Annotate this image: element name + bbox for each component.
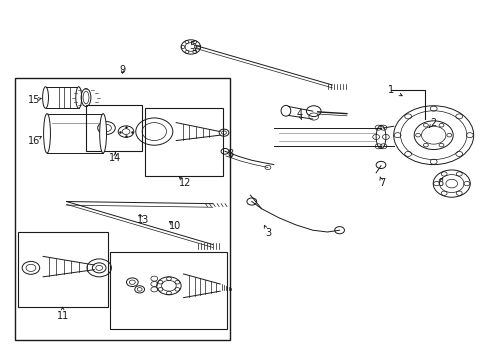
Ellipse shape (43, 114, 50, 153)
Text: 4: 4 (296, 109, 302, 120)
Bar (15, 78, 229, 339)
Text: 8: 8 (227, 149, 233, 159)
Ellipse shape (76, 87, 81, 108)
Text: 15: 15 (28, 95, 40, 105)
Ellipse shape (100, 114, 106, 153)
Text: 11: 11 (57, 311, 69, 321)
Text: 7: 7 (378, 177, 385, 188)
Bar (18, 232, 108, 307)
Bar (110, 252, 227, 329)
Bar (86, 105, 142, 151)
Text: 13: 13 (137, 215, 149, 225)
Bar (144, 108, 222, 176)
Text: 3: 3 (264, 228, 270, 238)
Text: 9: 9 (119, 64, 125, 75)
Text: 1: 1 (387, 85, 393, 95)
Text: 5: 5 (188, 41, 195, 51)
Text: 12: 12 (179, 177, 191, 188)
Text: 14: 14 (109, 153, 121, 163)
Text: 10: 10 (168, 221, 181, 231)
Text: 2: 2 (430, 118, 436, 128)
Text: 16: 16 (28, 136, 40, 146)
Text: 6: 6 (437, 178, 443, 188)
